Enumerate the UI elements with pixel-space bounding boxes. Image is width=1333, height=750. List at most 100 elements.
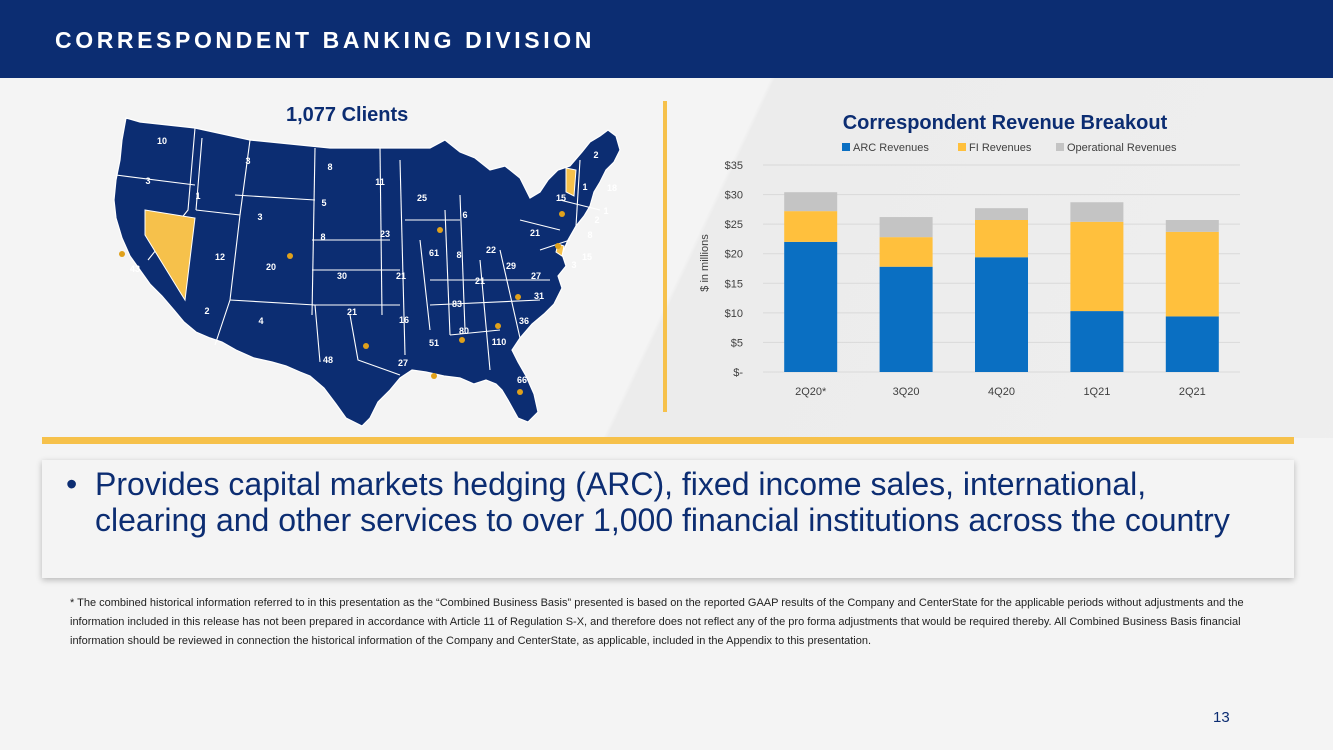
state-count-label: 3 <box>245 156 250 166</box>
horizontal-divider <box>42 437 1294 444</box>
bullet-text: Provides capital markets hedging (ARC), … <box>95 466 1230 538</box>
state-count-label: 29 <box>506 261 516 271</box>
x-tick-label: 2Q21 <box>1179 386 1206 398</box>
office-marker <box>555 243 561 249</box>
office-marker <box>363 343 369 349</box>
legend-label: ARC Revenues <box>853 142 929 154</box>
state-count-label: 2 <box>204 306 209 316</box>
office-markers <box>119 211 565 395</box>
state-count-label: 51 <box>429 338 439 348</box>
state-count-label: 30 <box>337 271 347 281</box>
state-count-label: 21 <box>396 271 406 281</box>
vertical-divider <box>663 101 667 412</box>
x-tick-label: 3Q20 <box>893 386 920 398</box>
office-marker <box>495 323 501 329</box>
state-count-label: 21 <box>475 276 485 286</box>
state-count-label: 16 <box>399 315 409 325</box>
bullet-marker: • <box>66 466 78 502</box>
state-count-label: 22 <box>486 245 496 255</box>
chart-title: Correspondent Revenue Breakout <box>843 112 1168 134</box>
bar-segment <box>975 257 1028 372</box>
state-count-label: 15 <box>556 193 566 203</box>
bar-segment <box>879 237 933 267</box>
y-tick-label: $- <box>733 367 743 379</box>
state-count-label: 3 <box>571 260 576 270</box>
state-count-label: 8 <box>327 162 332 172</box>
us-mainland-shape <box>113 117 621 427</box>
bar-segment <box>879 266 933 372</box>
y-tick-label: $10 <box>725 308 743 320</box>
map-title: 1,077 Clients <box>286 104 409 126</box>
bar-segment <box>784 211 838 242</box>
office-marker <box>431 373 437 379</box>
state-count-label: 8 <box>456 250 461 260</box>
us-client-map: 10 3 8 3 1 11 2 1 18 5 25 15 6 3 1 2 8 2… <box>100 100 660 430</box>
state-count-label: 1 <box>582 182 587 192</box>
revenue-chart: Correspondent Revenue Breakout $ in mill… <box>690 100 1250 420</box>
bullet-point: • Provides capital markets hedging (ARC)… <box>66 466 1246 538</box>
state-count-label: 110 <box>492 337 507 347</box>
header-bar: CORRESPONDENT BANKING DIVISION <box>0 0 1333 78</box>
state-count-label: 11 <box>375 177 385 187</box>
bar-segment <box>1165 231 1219 317</box>
legend-label: Operational Revenues <box>1067 142 1177 154</box>
state-count-label: 18 <box>607 183 617 193</box>
office-marker <box>119 251 125 257</box>
state-count-label: 2 <box>593 150 598 160</box>
state-count-label: 1 <box>195 191 200 201</box>
state-count-label: 6 <box>462 210 467 220</box>
state-count-label: 48 <box>323 355 333 365</box>
bar-segment <box>975 220 1028 258</box>
legend-swatch <box>958 143 966 151</box>
bar-segment <box>1070 202 1124 222</box>
x-tick-label: 1Q21 <box>1083 386 1110 398</box>
state-count-label: 20 <box>266 262 276 272</box>
legend-swatch <box>1056 143 1064 151</box>
state-count-label: 66 <box>517 375 527 385</box>
state-count-label: 31 <box>534 291 544 301</box>
office-marker <box>559 211 565 217</box>
us-map-svg: 10 3 8 3 1 11 2 1 18 5 25 15 6 3 1 2 8 2… <box>113 117 621 427</box>
state-count-label: 21 <box>347 307 357 317</box>
state-count-label: 36 <box>519 316 529 326</box>
state-count-label: 10 <box>157 136 167 146</box>
state-borders <box>115 127 601 376</box>
y-tick-label: $15 <box>725 278 743 290</box>
bar-segment <box>975 208 1028 221</box>
y-tick-label: $35 <box>725 160 743 172</box>
office-marker <box>437 227 443 233</box>
state-count-label: 25 <box>417 193 427 203</box>
state-count-label: 43 <box>130 264 140 274</box>
state-count-label: 8 <box>587 230 592 240</box>
office-marker <box>515 294 521 300</box>
x-tick-label: 2Q20* <box>795 386 827 398</box>
office-marker <box>517 389 523 395</box>
state-count-label: 2 <box>594 215 599 225</box>
y-axis-label: $ in millions <box>699 234 711 292</box>
x-tick-label: 4Q20 <box>988 386 1015 398</box>
bar-segment <box>879 217 933 238</box>
legend-swatch <box>842 143 850 151</box>
bar-segment <box>784 241 838 372</box>
bar-segment <box>1165 220 1219 232</box>
state-count-label: 4 <box>258 316 263 326</box>
y-tick-label: $25 <box>725 219 743 231</box>
state-count-label: 27 <box>531 271 541 281</box>
state-count-label: 3 <box>145 176 150 186</box>
client-count-labels: 10 3 8 3 1 11 2 1 18 5 25 15 6 3 1 2 8 2… <box>130 136 617 385</box>
state-count-label: 80 <box>459 326 469 336</box>
y-tick-label: $20 <box>725 249 743 261</box>
state-count-label: 61 <box>429 248 439 258</box>
state-count-label: 23 <box>380 229 390 239</box>
bar-segment <box>1070 221 1124 312</box>
footnote: * The combined historical information re… <box>70 597 1244 647</box>
bar-segment <box>1165 316 1219 372</box>
page-title: CORRESPONDENT BANKING DIVISION <box>55 27 595 53</box>
state-count-label: 1 <box>603 206 608 216</box>
legend-label: FI Revenues <box>969 142 1032 154</box>
page-number: 13 <box>1213 709 1230 726</box>
y-tick-label: $30 <box>725 190 743 202</box>
state-count-label: 27 <box>398 358 408 368</box>
state-count-label: 21 <box>530 228 540 238</box>
state-count-label: 5 <box>321 198 326 208</box>
